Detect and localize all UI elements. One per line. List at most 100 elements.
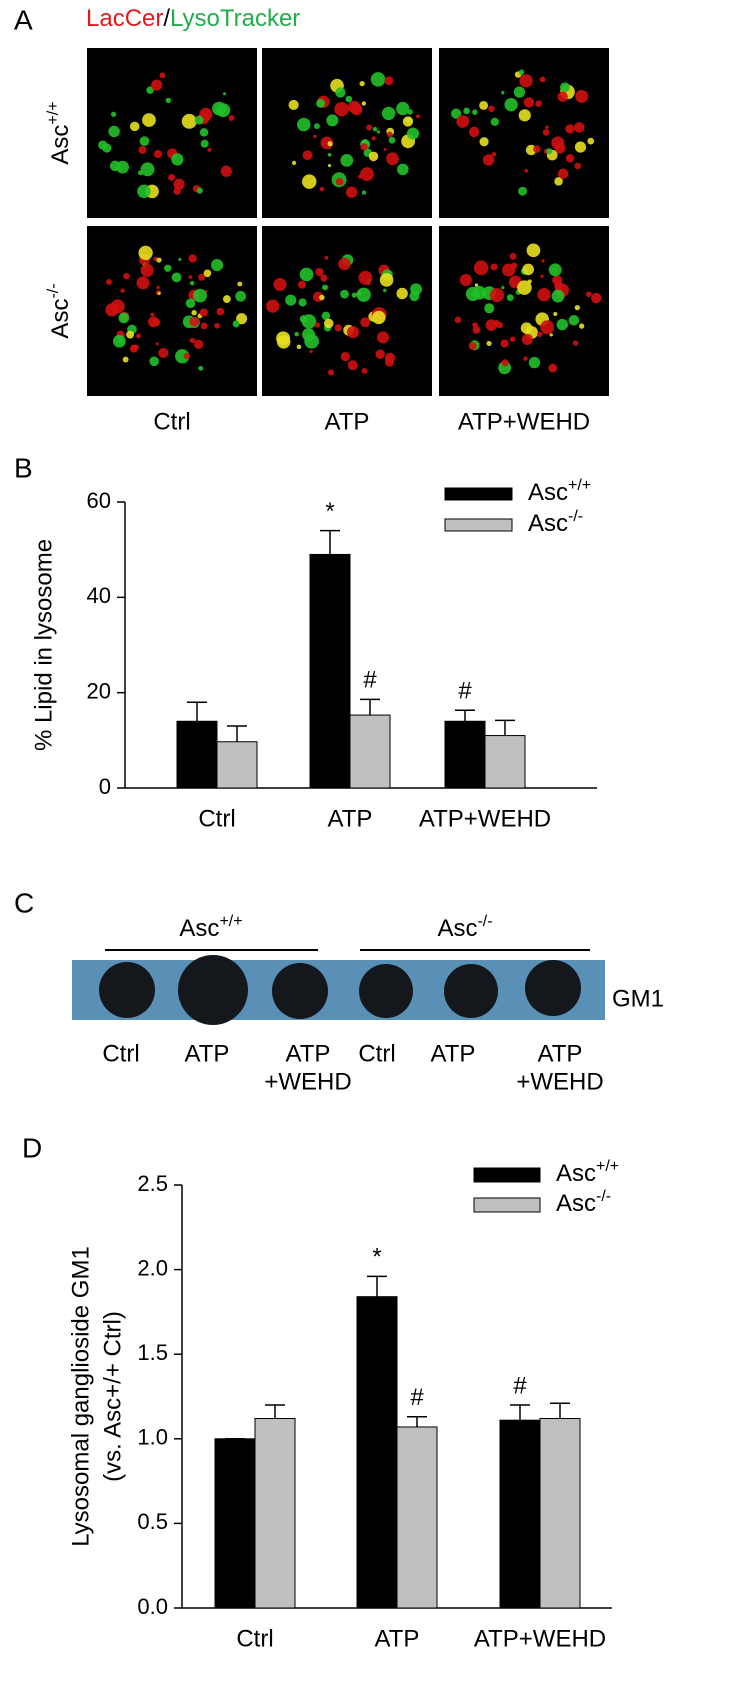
cell-image (262, 226, 432, 396)
cell-spot (296, 344, 302, 350)
cell-spot (105, 303, 119, 317)
cell-spot (194, 115, 204, 125)
cell-spot (518, 109, 531, 122)
cell-spot (416, 114, 420, 119)
cell-spot (575, 89, 589, 103)
x-tick-label: ATP (375, 1625, 420, 1652)
cell-spot (266, 299, 280, 313)
cell-spot (540, 320, 555, 335)
blot-dot (272, 963, 328, 1019)
y-axis-label: % Lipid in lysosome (30, 539, 57, 751)
cell-spot (345, 186, 358, 198)
cell-spot (383, 288, 387, 293)
lane-label: Ctrl (358, 1040, 395, 1067)
cell-spot (517, 280, 532, 295)
significance-mark: # (458, 678, 472, 705)
cell-spot (334, 102, 349, 117)
cell-spot (302, 150, 313, 161)
cell-spot (488, 105, 495, 113)
x-tick-label: Ctrl (236, 1625, 273, 1652)
cell-spot (358, 270, 373, 285)
cell-spot (361, 367, 368, 374)
cell-spot (468, 341, 477, 350)
cell-spot (299, 267, 314, 282)
bar (349, 714, 391, 789)
cell-spot (326, 114, 339, 127)
cell-spot (335, 87, 346, 98)
group-label: Asc-/- (437, 913, 492, 943)
cell-spot (113, 334, 126, 348)
cell-spot (468, 126, 480, 138)
cell-spot (105, 278, 112, 285)
cell-spot (216, 307, 225, 316)
error-bar (320, 529, 340, 555)
cell-spot (222, 92, 227, 96)
error-bar (227, 725, 247, 742)
cell-spot (482, 154, 495, 166)
cell-spot (381, 106, 396, 121)
legend-swatch (473, 1197, 541, 1213)
cell-spot (200, 139, 209, 148)
cell-spot (473, 260, 489, 276)
cell-spot (350, 103, 363, 116)
cell-spot (526, 243, 541, 258)
cell-spot (316, 98, 326, 108)
group-label-sup: +/+ (219, 913, 242, 930)
cell-spot (396, 101, 410, 116)
cell-spot (524, 169, 529, 173)
y-tick-label: 0.0 (137, 1594, 168, 1619)
bar (499, 1419, 541, 1609)
cell-spot (356, 287, 371, 302)
cell-spot (313, 123, 320, 130)
cell-spot (504, 98, 518, 112)
cell-spot (212, 101, 226, 116)
cell-spot (472, 325, 481, 334)
legend-label-sup: -/- (596, 1188, 611, 1205)
blot-dot (178, 955, 248, 1025)
cell-spot (156, 285, 160, 290)
cell-spot (327, 153, 332, 157)
cell-spot (361, 101, 367, 106)
cell-spot (171, 153, 184, 166)
cell-spot (220, 165, 232, 177)
cell-spot (136, 276, 150, 290)
cell-spot (549, 333, 553, 337)
cell-spot (370, 72, 386, 87)
cell-spot (513, 86, 525, 98)
cell-spot (542, 129, 550, 136)
cell-spot (198, 273, 206, 281)
x-tick-label: ATP+WEHD (419, 805, 551, 832)
cell-spot (164, 264, 172, 272)
cell-spot (328, 369, 335, 376)
bar (444, 720, 486, 789)
cell-spot (501, 286, 505, 290)
legend-label-base: Asc (528, 510, 568, 537)
cell-spot (340, 289, 349, 299)
cell-spot (500, 339, 509, 348)
cell-spot (188, 254, 197, 263)
cell-spot (139, 136, 150, 147)
cell-spot (574, 122, 585, 133)
cell-spot (120, 288, 125, 293)
cell-spot (536, 331, 543, 337)
cell-spot (456, 115, 470, 128)
legend-label-sup: +/+ (568, 477, 591, 494)
cell-spot (379, 273, 394, 287)
bar (309, 553, 351, 789)
legend-label: Asc+/+ (528, 477, 591, 507)
row-label-base: Asc (47, 125, 74, 165)
cell-spot (157, 291, 161, 295)
cell-spot (196, 187, 203, 194)
cell-image (439, 226, 609, 396)
panel-letter: B (14, 452, 33, 483)
cell-spot (509, 336, 516, 342)
cell-spot (123, 272, 130, 280)
blot-dot (525, 960, 581, 1016)
cell-spot (548, 363, 558, 373)
cell-spot (565, 154, 575, 163)
cell-spot (136, 333, 141, 339)
cell-spot (211, 259, 224, 272)
cell-spot (533, 145, 541, 153)
cell-spot (171, 272, 182, 283)
cell-spot (288, 99, 299, 111)
